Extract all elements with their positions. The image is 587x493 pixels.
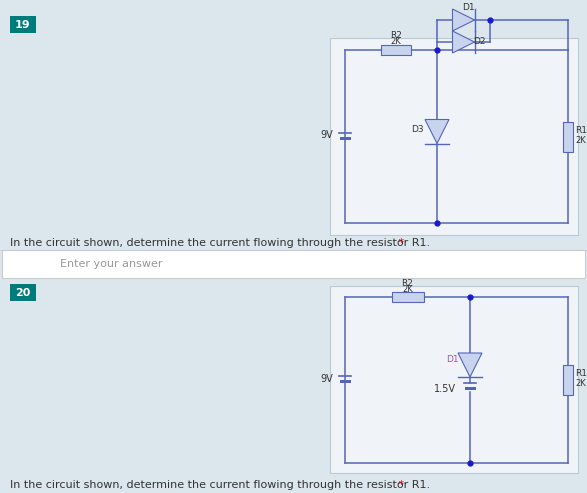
Bar — [2, 250, 585, 278]
Polygon shape — [453, 31, 474, 53]
Text: 19: 19 — [15, 20, 31, 30]
Text: In the circuit shown, determine the current flowing through the resistor R1.: In the circuit shown, determine the curr… — [10, 480, 430, 490]
Bar — [563, 121, 573, 151]
Text: *: * — [395, 238, 404, 248]
Text: D2: D2 — [473, 37, 486, 46]
Text: 2K: 2K — [576, 380, 586, 388]
Bar — [0, 0, 587, 250]
Bar — [330, 38, 578, 235]
Bar — [563, 365, 573, 395]
Text: *: * — [395, 480, 404, 490]
Text: In the circuit shown, determine the current flowing through the resistor R1.: In the circuit shown, determine the curr… — [10, 238, 430, 248]
Text: R2: R2 — [390, 32, 402, 40]
Text: 2K: 2K — [402, 285, 413, 294]
Text: 20: 20 — [15, 287, 31, 297]
Bar — [0, 278, 587, 493]
Text: D1: D1 — [446, 355, 458, 364]
Bar — [381, 45, 411, 55]
Polygon shape — [453, 9, 474, 31]
Text: 1.5V: 1.5V — [434, 384, 456, 394]
Bar — [330, 286, 578, 473]
Text: Enter your answer: Enter your answer — [60, 259, 163, 269]
Text: D3: D3 — [411, 125, 423, 134]
Bar — [392, 292, 423, 302]
Text: R1: R1 — [575, 369, 587, 379]
Text: 2K: 2K — [390, 37, 402, 46]
Text: D1: D1 — [462, 3, 475, 12]
Text: 2K: 2K — [576, 136, 586, 145]
Text: 9V: 9V — [321, 131, 333, 141]
Bar — [10, 16, 36, 33]
Text: R1: R1 — [575, 126, 587, 135]
Text: R2: R2 — [402, 280, 413, 288]
Text: 9V: 9V — [321, 374, 333, 384]
Polygon shape — [458, 353, 482, 377]
Bar — [10, 284, 36, 301]
Polygon shape — [425, 119, 449, 143]
